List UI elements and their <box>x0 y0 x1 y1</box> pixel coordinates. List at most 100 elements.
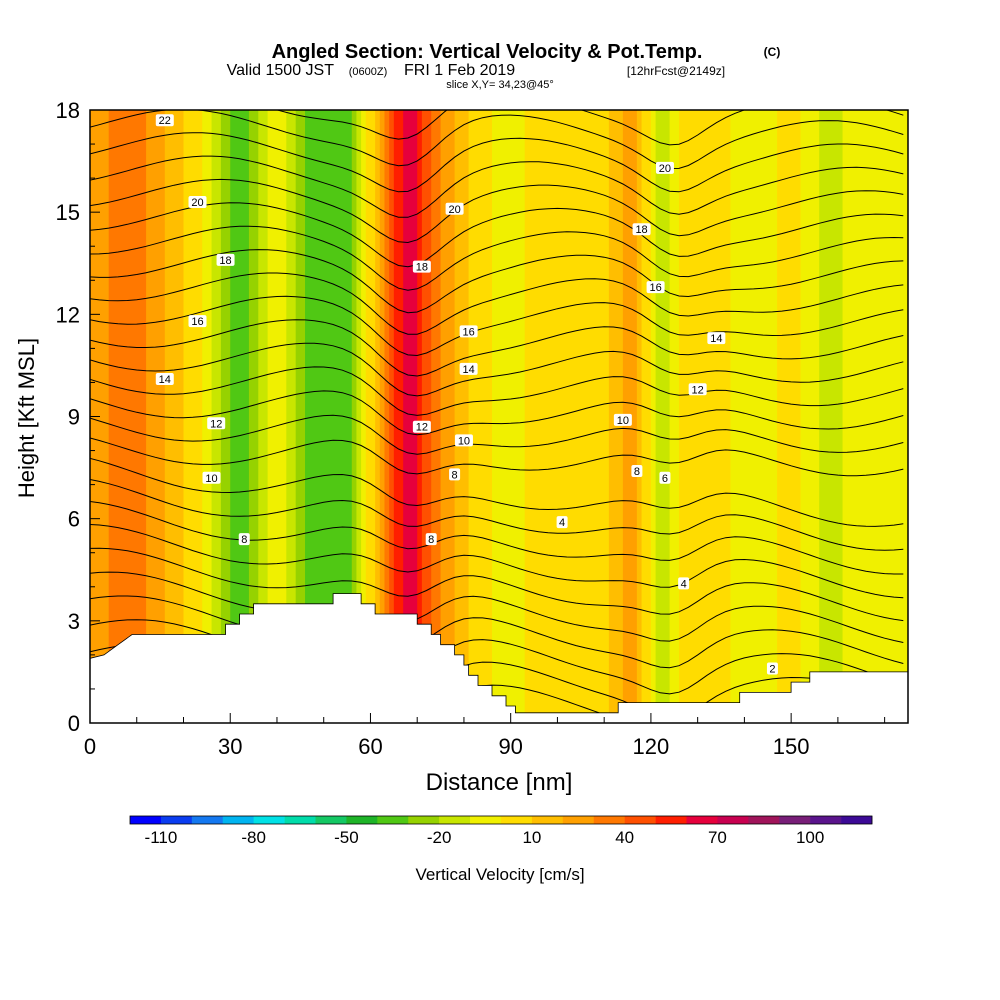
colorbar-swatch <box>346 816 378 824</box>
velocity-cell <box>99 110 105 723</box>
colorbar-swatch <box>655 816 687 824</box>
velocity-cell <box>763 110 769 723</box>
velocity-cell <box>361 110 367 723</box>
velocity-cell <box>879 110 886 723</box>
velocity-cell <box>230 110 236 723</box>
velocity-cell <box>875 110 881 723</box>
velocity-cell <box>403 110 409 723</box>
velocity-cell <box>127 110 133 723</box>
velocity-cell <box>445 110 451 723</box>
svg-text:8: 8 <box>634 466 640 478</box>
colorbar-swatch <box>531 816 564 824</box>
y-tick-label: 9 <box>68 405 80 430</box>
theta-contour-line <box>90 437 904 477</box>
velocity-cell <box>707 110 713 723</box>
velocity-cell <box>309 110 315 723</box>
colorbar-swatch <box>593 816 625 824</box>
velocity-cell <box>576 110 582 723</box>
velocity-cell <box>136 110 143 723</box>
contour-label: 16 <box>459 325 478 338</box>
velocity-cell <box>449 110 456 723</box>
velocity-cell <box>333 110 339 723</box>
velocity-cell <box>431 110 437 723</box>
velocity-cell <box>295 110 301 723</box>
theta-contour-line <box>90 110 904 170</box>
velocity-cell <box>819 110 825 723</box>
velocity-cell <box>851 110 858 723</box>
theta-contour-line <box>90 571 904 643</box>
theta-contour-line <box>90 132 904 193</box>
svg-text:6: 6 <box>662 473 668 485</box>
velocity-cell <box>192 110 199 723</box>
velocity-cell <box>510 110 516 723</box>
velocity-cell <box>501 110 507 723</box>
velocity-cell <box>328 110 334 723</box>
svg-text:10: 10 <box>617 415 629 427</box>
velocity-cell <box>646 110 652 723</box>
colorbar-tick-label: -80 <box>241 828 266 847</box>
velocity-cell <box>323 110 329 723</box>
velocity-cell <box>164 110 171 723</box>
contour-label: 14 <box>459 362 478 376</box>
velocity-cell <box>604 110 610 723</box>
velocity-cell <box>716 110 722 723</box>
velocity-cell <box>281 110 287 723</box>
velocity-cell <box>828 110 834 723</box>
velocity-cell <box>178 110 185 723</box>
velocity-cell <box>730 110 736 723</box>
svg-text:22: 22 <box>159 115 171 127</box>
y-tick-label: 6 <box>68 507 80 532</box>
velocity-cell <box>220 110 227 723</box>
contour-label: 18 <box>632 223 651 236</box>
velocity-cell <box>435 110 442 723</box>
slice-info: slice X,Y= 34,23@45° <box>446 79 554 91</box>
contour-label: 8 <box>449 468 461 481</box>
y-axis-label: Height [Kft MSL] <box>14 338 39 498</box>
velocity-cell <box>393 110 400 723</box>
contour-label: 2 <box>766 662 778 676</box>
velocity-cell <box>739 110 745 723</box>
velocity-cell <box>543 110 549 723</box>
velocity-cell <box>206 110 213 723</box>
velocity-cell <box>791 110 797 723</box>
svg-text:20: 20 <box>659 163 671 175</box>
velocity-cell <box>146 110 152 723</box>
velocity-cell <box>884 110 890 723</box>
theta-contour-line <box>90 547 904 622</box>
contour-label: 12 <box>688 383 707 396</box>
y-tick-label: 0 <box>68 711 80 736</box>
chart-subtitle: Valid 1500 JST (0600Z) FRI 1 Feb 2019 [1… <box>227 62 725 79</box>
velocity-cell <box>632 110 638 723</box>
velocity-cell <box>239 110 245 723</box>
svg-text:Valid 1500 JST: Valid 1500 JST <box>227 62 335 79</box>
contour-label: 12 <box>412 420 431 434</box>
velocity-cell <box>482 110 488 723</box>
velocity-cell <box>697 110 703 723</box>
velocity-cell <box>692 110 699 723</box>
velocity-cell <box>113 110 119 723</box>
colorbar-swatch <box>624 816 656 824</box>
velocity-cell <box>118 110 124 723</box>
colorbar-swatch <box>686 816 718 824</box>
theta-contour-line <box>90 319 904 377</box>
theta-contour-line <box>90 295 904 357</box>
velocity-cell <box>809 110 816 723</box>
colorbar-swatch <box>284 816 316 824</box>
svg-text:8: 8 <box>241 534 247 546</box>
velocity-cell <box>108 110 114 723</box>
velocity-cell <box>837 110 844 723</box>
velocity-cell <box>534 110 540 723</box>
svg-text:4: 4 <box>681 578 687 590</box>
velocity-cell <box>463 110 470 723</box>
colorbar-swatch <box>160 816 193 824</box>
velocity-cell <box>188 110 194 723</box>
colorbar-tick-label: 100 <box>796 828 824 847</box>
velocity-cell <box>491 110 498 723</box>
velocity-cell <box>599 110 605 723</box>
velocity-cell <box>337 110 344 723</box>
velocity-cell <box>150 110 157 723</box>
svg-text:14: 14 <box>159 374 171 386</box>
contour-label: 8 <box>631 464 643 478</box>
velocity-cell <box>122 110 128 723</box>
velocity-cell <box>375 110 381 723</box>
